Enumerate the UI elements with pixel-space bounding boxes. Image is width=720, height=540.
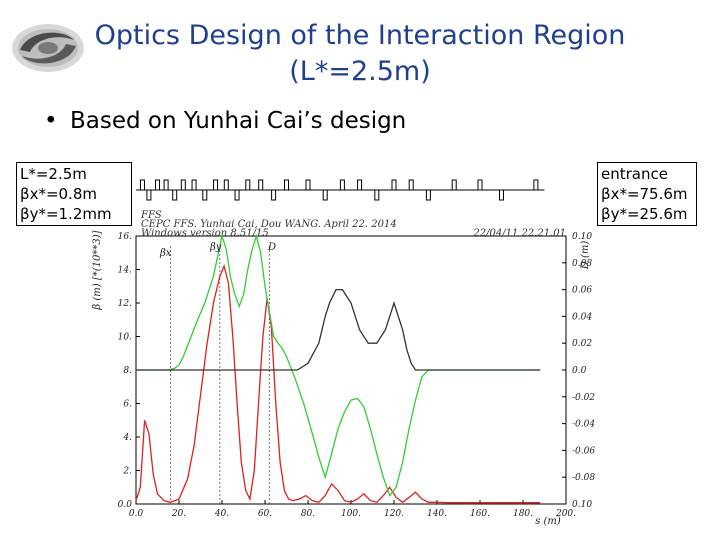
y-right-tick-label-1: -0.08	[572, 473, 595, 483]
institute-logo	[12, 24, 84, 72]
x-tick-label-9: 180.	[513, 509, 533, 519]
page-title: Optics Design of the Interaction Region …	[90, 18, 630, 90]
x-tick-label-0: 0.0	[129, 509, 144, 519]
lattice-element-24	[477, 179, 483, 191]
series-line-1	[136, 233, 541, 497]
x-tick-label-7: 140.	[427, 509, 447, 519]
lattice-element-25	[499, 189, 504, 201]
y-right-tick-label-0: 0.10	[572, 500, 592, 510]
x-tick-label-8: 160.	[470, 509, 490, 519]
lattice-element-12	[258, 179, 264, 191]
lattice-element-10	[234, 189, 240, 201]
entrance-param-betay: βy*=25.6m	[601, 205, 688, 223]
ip-param-lstar: L*=2.5m	[20, 165, 87, 183]
x-tick-label-1: 20.	[171, 509, 186, 519]
lattice-element-14	[284, 179, 289, 191]
y-left-tick-label-1: 2.	[122, 467, 132, 477]
plot-header-ffs: FFS	[140, 210, 162, 221]
legend-entry-1: βy	[209, 242, 222, 253]
y-left-tick-label-3: 6.	[123, 400, 132, 410]
ip-param-betay: βy*=1.2mm	[20, 205, 112, 223]
lattice-element-11	[245, 179, 251, 191]
lattice-element-16	[322, 189, 328, 201]
lattice-element-19	[374, 189, 380, 201]
title-line-1: Optics Design of the Interaction Region	[94, 20, 626, 51]
lattice-element-20	[391, 179, 397, 191]
y-right-tick-label-4: -0.02	[572, 393, 595, 403]
y-right-tick-label-9: 0.08	[572, 259, 592, 269]
lattice-element-8	[213, 179, 219, 191]
x-tick-label-6: 120.	[384, 509, 404, 519]
y-right-tick-label-8: 0.06	[572, 286, 592, 296]
lattice-element-18	[357, 179, 363, 191]
y-right-tick-label-2: -0.06	[572, 446, 595, 456]
lattice-element-17	[339, 179, 345, 191]
lattice-element-6	[191, 179, 197, 191]
plot-header-version: Windows version 8.51/15	[141, 228, 269, 239]
entrance-parameters-box: entrance βx*=75.6m βy*=25.6m	[597, 162, 697, 226]
y-left-tick-label-5: 10.	[118, 333, 132, 343]
lattice-element-4	[172, 189, 178, 201]
x-tick-label-2: 40.	[214, 509, 229, 519]
x-axis-label: s (m)	[535, 516, 561, 527]
lattice-element-21	[408, 179, 414, 191]
y-left-tick-label-7: 14.	[118, 266, 132, 276]
legend-entry-0: βx	[159, 248, 172, 259]
lattice-element-26	[533, 179, 539, 191]
lattice-element-13	[271, 189, 277, 201]
legend-entry-2: D	[267, 242, 276, 253]
y-right-tick-label-5: 0.0	[572, 366, 587, 376]
y-left-axis-label: β (m) [*(10**3)]	[92, 230, 103, 310]
plot-header-authors: CEPC FFS. Yunhai Cai, Dou WANG. April 22…	[141, 219, 397, 230]
series-line-0	[135, 264, 541, 504]
y-right-tick-label-6: 0.02	[572, 339, 592, 349]
lattice-element-3	[163, 179, 169, 191]
series-line-2	[136, 288, 541, 371]
y-right-tick-label-10: 0.10	[572, 232, 592, 242]
title-line-2: (L*=2.5m)	[289, 56, 431, 87]
lattice-element-9	[223, 179, 229, 191]
bullet-dot-icon: •	[44, 108, 58, 134]
x-tick-label-3: 60.	[258, 509, 272, 519]
y-left-tick-label-4: 8.	[123, 366, 132, 376]
ip-parameters-box: L*=2.5m βx*=0.8m βy*=1.2mm	[16, 162, 132, 226]
ip-param-betax: βx*=0.8m	[20, 185, 97, 203]
x-tick-label-4: 80.	[301, 509, 315, 519]
y-left-tick-label-8: 16.	[118, 232, 132, 242]
x-tick-label-10: 200.	[555, 509, 576, 519]
y-right-tick-label-7: 0.04	[572, 312, 592, 322]
y-left-tick-label-0: 0.0	[118, 500, 133, 510]
bullet-text: Based on Yunhai Cai’s design	[70, 108, 407, 134]
lattice-element-5	[180, 179, 186, 191]
entrance-label: entrance	[601, 165, 668, 183]
y-right-axis-label: D (m)	[580, 241, 591, 271]
lattice-element-22	[425, 189, 431, 201]
y-right-tick-label-3: -0.04	[572, 420, 595, 430]
bullet-item: • Based on Yunhai Cai’s design	[44, 108, 406, 134]
y-left-tick-label-2: 4.	[122, 433, 132, 443]
plot-timestamp: 22/04/11 22.21.01	[472, 228, 566, 239]
y-left-tick-label-6: 12.	[118, 299, 132, 309]
lattice-element-15	[305, 179, 311, 191]
x-tick-label-5: 100.	[341, 509, 361, 519]
lattice-element-23	[451, 179, 457, 191]
lattice-element-0	[139, 179, 145, 191]
lattice-element-2	[155, 179, 160, 191]
lattice-element-1	[146, 189, 152, 201]
lattice-element-7	[202, 189, 208, 201]
entrance-param-betax: βx*=75.6m	[601, 185, 688, 203]
